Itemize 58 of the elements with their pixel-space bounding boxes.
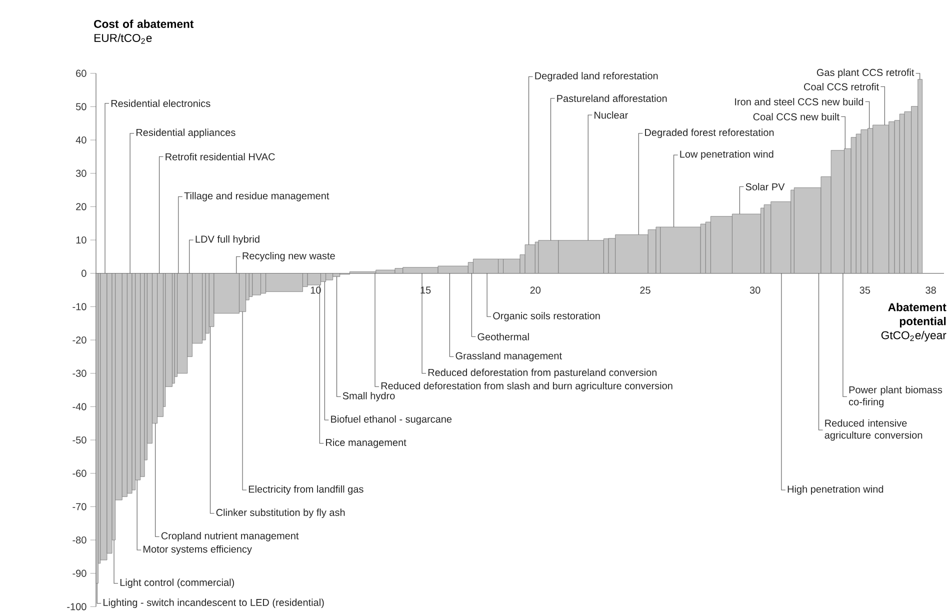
annotation: Light control (commercial)	[120, 578, 234, 588]
annotation: Reduced intensive agriculture conversion	[824, 419, 922, 441]
annotation: Small hydro	[342, 392, 395, 402]
y-tick-label: 50	[76, 103, 86, 110]
annotation: Solar PV	[746, 183, 785, 190]
annotation: Geothermal	[478, 333, 529, 340]
x-tick-label: 38	[926, 286, 936, 294]
x-tick-label: 15	[420, 286, 431, 294]
annotation: Coal CCS new built	[753, 113, 840, 120]
y-axis-title: Cost of abatement EUR/tCO$_{2}$e	[94, 20, 194, 44]
y-tick-label: -60	[72, 470, 86, 477]
annotation: Motor systems efficiency	[144, 545, 252, 555]
x-tick-label: 35	[860, 286, 870, 294]
y-tick-label: -50	[72, 436, 86, 444]
y-tick-label: 10	[76, 236, 86, 244]
y-tick-label: 60	[76, 70, 86, 77]
y-tick-label: -40	[72, 403, 86, 410]
annotation: Clinker substitution by fly ash	[216, 508, 345, 518]
annotation: Residential electronics	[111, 100, 210, 108]
y-tick-label: 30	[76, 170, 86, 177]
annotation: Tillage and residue management	[184, 192, 330, 202]
annotation: Degraded land reforestation	[535, 72, 658, 82]
annotation: Coal CCS retrofit	[804, 83, 879, 90]
annotation: Nuclear	[594, 111, 628, 119]
y-tick-label: -100	[67, 603, 86, 610]
annotation: Grassland management	[456, 352, 562, 362]
y-tick-label: -80	[72, 536, 86, 544]
annotation: Gas plant CCS retrofit	[816, 68, 914, 78]
annotation: Electricity from landfill gas	[248, 485, 364, 495]
annotation: LDV full hybrid	[196, 235, 260, 245]
y-tick-label: 40	[76, 136, 86, 144]
annotation: High penetration wind	[788, 485, 884, 495]
y-tick-label: -90	[72, 570, 86, 577]
annotation: Cropland nutrient management	[161, 532, 299, 542]
y-tick-label: 0	[82, 270, 86, 277]
annotation: Pastureland afforestation	[557, 94, 667, 102]
annotation: Degraded forest reforestation	[645, 128, 774, 138]
y-tick-label: -10	[72, 303, 86, 310]
annotation: Biofuel ethanol - sugarcane	[331, 415, 452, 425]
x-tick-label: 25	[640, 286, 650, 294]
x-tick-label: 20	[530, 286, 541, 294]
annotation: Retrofit residential HVAC	[166, 153, 275, 160]
annotation: Iron and steel CCS new build	[735, 98, 864, 106]
annotation: Power plant biomass co-firing	[848, 386, 942, 408]
x-tick-label: 30	[750, 286, 760, 294]
annotation: Low penetration wind	[680, 150, 774, 160]
annotation: Reduced deforestation from slash and burn agriculture conversion	[381, 382, 672, 392]
y-tick-label: -70	[72, 503, 86, 510]
y-tick-label: -20	[72, 336, 86, 344]
annotation: Organic soils restoration	[493, 312, 600, 322]
annotation: Recycling new waste	[242, 252, 335, 262]
annotation: Lighting - switch incandescent to LED (residential)	[104, 598, 324, 608]
annotation: Reduced deforestation from pastureland conversion	[428, 368, 657, 378]
y-tick-label: -30	[72, 370, 86, 377]
annotation: Residential appliances	[136, 128, 236, 138]
x-axis-title: Abatement potential GtCO$_{2}$e/year	[881, 302, 946, 342]
annotation: Rice management	[326, 438, 406, 448]
y-tick-label: 20	[76, 203, 86, 210]
